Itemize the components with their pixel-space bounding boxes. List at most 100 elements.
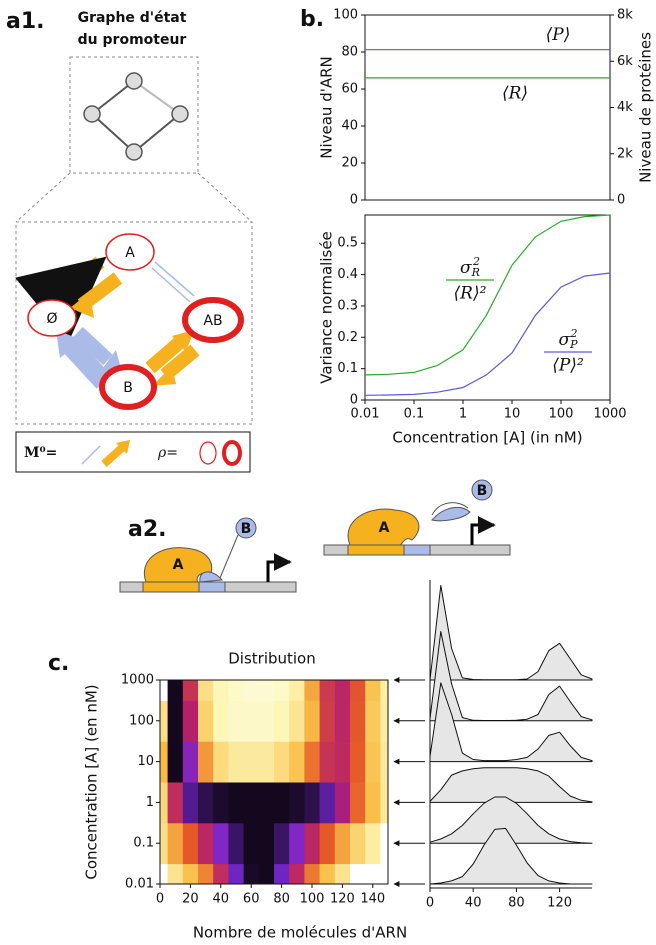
legend-label: ρ= bbox=[157, 445, 178, 461]
x-tick-label: 120 bbox=[547, 896, 572, 911]
x-tick-label: 20 bbox=[182, 892, 199, 907]
x-tick-label: 0.01 bbox=[351, 407, 380, 422]
heatmap-cell bbox=[365, 700, 381, 742]
heatmap-cell bbox=[334, 782, 351, 824]
heatmap-cell bbox=[365, 741, 381, 783]
heatmap-cell bbox=[228, 822, 245, 865]
x-tick-label: 60 bbox=[243, 892, 260, 907]
heatmap-cell bbox=[213, 822, 229, 865]
heatmap-cell bbox=[289, 680, 305, 701]
y-tick-label: 80 bbox=[341, 45, 358, 60]
heatmap-cell bbox=[198, 680, 214, 701]
state-label: Ø bbox=[46, 311, 57, 327]
heatmap-cell bbox=[289, 863, 305, 884]
heatmap-cell bbox=[167, 863, 184, 884]
heatmap-cell bbox=[289, 822, 305, 865]
arrows bbox=[14, 256, 200, 389]
protein-label: A bbox=[173, 557, 184, 573]
promoter-graph: Graphe d'état du promoteur bbox=[14, 10, 253, 473]
heatmap-cell bbox=[228, 680, 245, 701]
heatmap-cell bbox=[213, 680, 229, 701]
heatmap-cell bbox=[274, 700, 290, 742]
series-label: σP2 bbox=[558, 327, 578, 351]
series-label-part: σ bbox=[460, 258, 472, 278]
heatmap-cell bbox=[160, 863, 169, 884]
heatmap-cell bbox=[243, 700, 260, 742]
legend-label: M⁰= bbox=[24, 445, 57, 461]
heatmap-cell bbox=[167, 741, 184, 783]
ridge bbox=[429, 585, 593, 681]
heatmap-cell bbox=[380, 782, 388, 824]
heatmap-cell bbox=[304, 741, 321, 783]
ridge bbox=[429, 682, 593, 763]
heatmap-cell bbox=[319, 863, 336, 884]
y-axis-label: Concentration [A] (en nM) bbox=[83, 684, 101, 879]
chart-title: Distribution bbox=[228, 650, 316, 668]
heatmap-cell bbox=[160, 700, 169, 742]
series-label-part: 2 bbox=[570, 327, 578, 340]
y2-tick-label: 0 bbox=[617, 193, 625, 208]
y2-tick-label: 6k bbox=[617, 54, 633, 69]
heatmap-cell bbox=[304, 782, 321, 824]
heatmap-cell bbox=[304, 863, 321, 884]
panel-label: b. bbox=[300, 7, 324, 32]
heatmap-cell bbox=[182, 741, 199, 783]
series-label-part: σ bbox=[558, 330, 570, 350]
x-axis-label: Concentration [A] (in nM) bbox=[392, 429, 582, 447]
binding-diagram: A B A B bbox=[119, 479, 511, 593]
x-tick-label: 80 bbox=[273, 892, 290, 907]
x-tick-label: 0 bbox=[156, 892, 164, 907]
y-tick-label: 10 bbox=[137, 754, 154, 769]
panel-label: a2. bbox=[128, 517, 167, 542]
y-axis-label: Niveau d'ARN bbox=[318, 56, 336, 159]
heatmap-cell bbox=[213, 700, 229, 742]
x-tick-label: 100 bbox=[549, 407, 574, 422]
heatmap-cell bbox=[182, 863, 199, 884]
series-label-part: P bbox=[569, 338, 578, 351]
ridge bbox=[429, 796, 593, 844]
x-tick-label: 0.1 bbox=[404, 407, 425, 422]
y-tick-label: 0 bbox=[350, 393, 358, 408]
heatmap-cell bbox=[274, 822, 290, 865]
y-tick-label: 100 bbox=[129, 713, 154, 728]
heatmap-cell bbox=[380, 700, 388, 742]
heatmap-cell bbox=[334, 863, 351, 884]
x-tick-label: 0 bbox=[426, 896, 434, 911]
x-axis-label: Nombre de molécules d'ARN bbox=[193, 924, 407, 942]
heatmap-cell bbox=[243, 782, 260, 824]
heatmap-cell bbox=[258, 782, 275, 824]
ridge bbox=[429, 631, 593, 722]
heatmap-cell bbox=[350, 680, 366, 701]
heatmap-cell bbox=[160, 680, 169, 701]
state-label: B bbox=[123, 380, 133, 396]
heatmap-cell bbox=[198, 782, 214, 824]
heatmap-cell bbox=[334, 741, 351, 783]
x-tick-label: 120 bbox=[330, 892, 355, 907]
x-tick-label: 40 bbox=[213, 892, 230, 907]
y2-tick-label: 8k bbox=[617, 8, 633, 23]
heatmap-cell bbox=[182, 822, 199, 865]
series-label-part: 2 bbox=[472, 255, 480, 268]
heatmap-cell bbox=[319, 680, 336, 701]
legend-box bbox=[15, 431, 251, 473]
heatmap-cell bbox=[243, 741, 260, 783]
heatmap-cell bbox=[160, 782, 169, 824]
y-axis-label: Variance normalisée bbox=[318, 231, 336, 384]
y-tick-label: 0.5 bbox=[337, 236, 358, 251]
heatmap-cell bbox=[258, 700, 275, 742]
state-label: AB bbox=[203, 313, 222, 329]
panel-label: c. bbox=[48, 651, 69, 676]
heatmap-cell bbox=[289, 782, 305, 824]
state-label: A bbox=[125, 245, 135, 261]
heatmap-cell bbox=[380, 680, 388, 701]
x-tick-label: 40 bbox=[465, 896, 482, 911]
x-tick-label: 140 bbox=[360, 892, 385, 907]
heatmap-cell bbox=[334, 680, 351, 701]
heatmap-cell bbox=[213, 782, 229, 824]
heatmap-cell bbox=[182, 700, 199, 742]
series-label-part: R bbox=[471, 266, 480, 279]
heatmap-cell bbox=[258, 822, 275, 865]
y-tick-label: 1000 bbox=[121, 673, 154, 688]
